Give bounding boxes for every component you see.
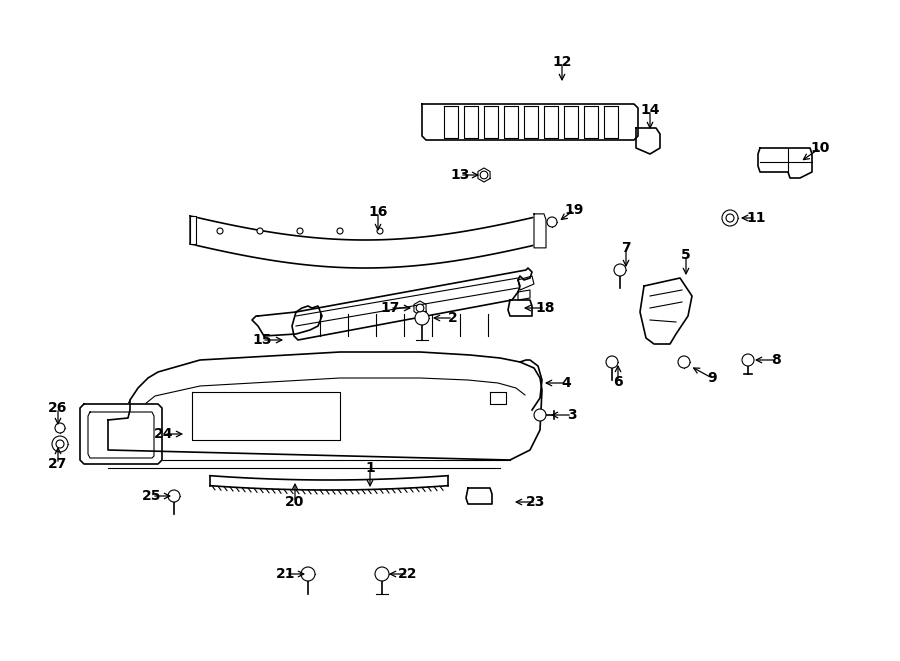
Circle shape	[52, 436, 68, 452]
Polygon shape	[640, 278, 692, 344]
Polygon shape	[88, 412, 154, 458]
Text: 27: 27	[49, 457, 68, 471]
Circle shape	[547, 217, 557, 227]
Circle shape	[722, 210, 738, 226]
Circle shape	[606, 356, 618, 368]
Circle shape	[377, 228, 383, 234]
Text: 20: 20	[285, 495, 305, 509]
Polygon shape	[758, 148, 812, 178]
Polygon shape	[192, 392, 340, 440]
Polygon shape	[422, 104, 638, 140]
Circle shape	[614, 264, 626, 276]
Text: 12: 12	[553, 55, 572, 69]
Circle shape	[257, 228, 263, 234]
Text: 5: 5	[681, 248, 691, 262]
Text: 21: 21	[276, 567, 296, 581]
Text: 8: 8	[771, 353, 781, 367]
Circle shape	[742, 354, 754, 366]
Text: 19: 19	[564, 203, 584, 217]
Polygon shape	[564, 106, 578, 138]
Text: 11: 11	[746, 211, 766, 225]
Polygon shape	[80, 404, 162, 464]
Text: 2: 2	[448, 311, 458, 325]
Polygon shape	[508, 300, 532, 316]
Circle shape	[168, 490, 180, 502]
Text: 18: 18	[536, 301, 554, 315]
Circle shape	[534, 409, 546, 421]
Text: 23: 23	[526, 495, 545, 509]
Text: 17: 17	[381, 301, 400, 315]
Text: 7: 7	[621, 241, 631, 255]
Text: 25: 25	[142, 489, 162, 503]
Polygon shape	[544, 106, 558, 138]
Polygon shape	[466, 488, 492, 504]
Text: 6: 6	[613, 375, 623, 389]
Text: 15: 15	[252, 333, 272, 347]
Circle shape	[297, 228, 303, 234]
Text: 3: 3	[567, 408, 577, 422]
Text: 9: 9	[707, 371, 716, 385]
Polygon shape	[190, 216, 196, 244]
Polygon shape	[292, 268, 532, 340]
Circle shape	[337, 228, 343, 234]
Polygon shape	[504, 106, 518, 138]
Polygon shape	[518, 290, 530, 300]
Polygon shape	[604, 106, 618, 138]
Text: 24: 24	[154, 427, 174, 441]
Text: 10: 10	[810, 141, 830, 155]
Circle shape	[375, 567, 389, 581]
Circle shape	[416, 304, 424, 312]
Text: 26: 26	[49, 401, 68, 415]
Polygon shape	[524, 106, 538, 138]
Polygon shape	[444, 106, 458, 138]
Text: 14: 14	[640, 103, 660, 117]
Circle shape	[415, 311, 429, 325]
Circle shape	[481, 171, 488, 179]
Text: 1: 1	[365, 461, 375, 475]
Polygon shape	[108, 352, 542, 460]
Polygon shape	[636, 128, 660, 154]
Polygon shape	[464, 106, 478, 138]
Text: 13: 13	[450, 168, 470, 182]
Circle shape	[726, 214, 734, 222]
Polygon shape	[252, 306, 322, 336]
Polygon shape	[584, 106, 598, 138]
Polygon shape	[484, 106, 498, 138]
Text: 4: 4	[561, 376, 571, 390]
Circle shape	[301, 567, 315, 581]
Polygon shape	[518, 276, 534, 290]
Circle shape	[217, 228, 223, 234]
Polygon shape	[490, 392, 506, 404]
Text: 22: 22	[398, 567, 418, 581]
Polygon shape	[534, 214, 546, 248]
Text: 16: 16	[368, 205, 388, 219]
Circle shape	[678, 356, 690, 368]
Circle shape	[55, 423, 65, 433]
Circle shape	[56, 440, 64, 448]
